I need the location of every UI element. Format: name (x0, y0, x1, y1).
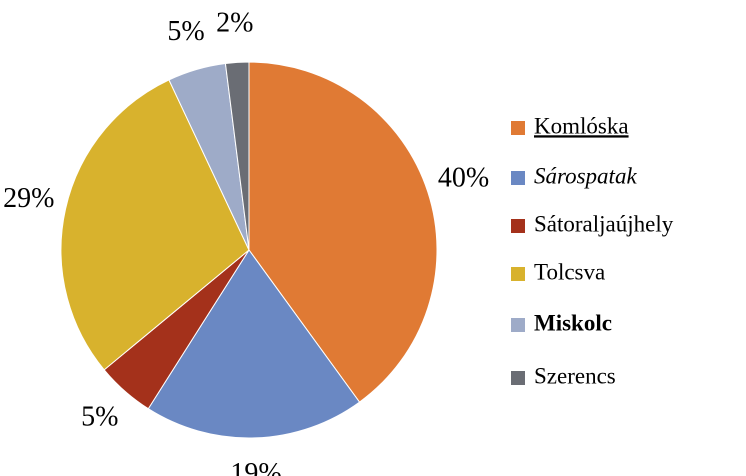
data-label: 29% (3, 183, 54, 214)
legend-swatch (511, 219, 525, 233)
legend-swatch (511, 171, 525, 185)
pie-slice (248, 61, 438, 403)
data-label: 2% (216, 7, 253, 38)
legend-label: Sátoraljaújhely (534, 211, 674, 236)
legend-label: Komlóska (534, 113, 629, 138)
pie-slice (224, 61, 250, 251)
pie-slice (60, 79, 250, 371)
legend-swatch (511, 318, 525, 332)
legend-swatch (511, 121, 525, 135)
data-label: 5% (167, 16, 204, 47)
legend-label: Tolcsva (534, 259, 605, 284)
data-label: 5% (81, 402, 118, 433)
data-label: 19% (230, 458, 281, 476)
legend-label: Sárospatak (534, 163, 637, 188)
legend-label: Miskolc (534, 310, 612, 335)
legend-swatch (511, 267, 525, 281)
legend-label: Szerencs (534, 363, 616, 388)
pie-slice (147, 249, 361, 439)
data-label: 40% (438, 163, 489, 194)
legend-swatch (511, 371, 525, 385)
